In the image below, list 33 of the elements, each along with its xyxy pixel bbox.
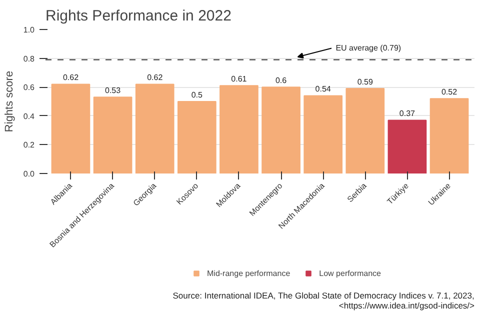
bar xyxy=(430,98,469,174)
data-label: 0.5 xyxy=(191,90,204,100)
bar xyxy=(262,86,300,174)
y-tick-label: 0.8 xyxy=(23,54,36,64)
source-note: Source: International IDEA, The Global State of Democracy Indices v. 7.1, 2023, xyxy=(172,290,474,300)
data-label: 0.53 xyxy=(105,86,122,96)
chart-title: Rights Performance in 2022 xyxy=(46,8,232,24)
data-label: 0.54 xyxy=(315,84,332,94)
y-tick-label: 0.6 xyxy=(23,83,36,92)
data-label: 0.6 xyxy=(275,76,288,86)
bar xyxy=(220,85,258,174)
bar xyxy=(51,84,90,174)
data-label: 0.62 xyxy=(147,73,164,82)
data-label: 0.61 xyxy=(231,74,248,84)
text: <https://www.idea.int/gsod-indices/> xyxy=(338,300,475,310)
bar xyxy=(304,95,343,174)
data-label: 0.52 xyxy=(441,88,458,97)
data-label: 0.59 xyxy=(357,78,374,87)
y-tick-label: 0.0 xyxy=(23,170,36,178)
legend-label: Low performance xyxy=(319,268,381,278)
bar xyxy=(388,120,427,174)
bar xyxy=(93,96,132,174)
bar xyxy=(135,84,174,174)
data-label: 0.62 xyxy=(62,73,80,82)
ref-line-label: EU average (0.79) xyxy=(336,44,402,53)
data-label: 0.37 xyxy=(399,109,416,118)
bar xyxy=(346,88,385,174)
y-tick-label: 0.4 xyxy=(23,112,36,121)
bar xyxy=(177,101,216,174)
y-tick-label: 0.2 xyxy=(23,140,36,150)
y-axis-title: Rights score xyxy=(3,70,16,132)
y-tick-label: 1.0 xyxy=(23,26,36,34)
legend-label: Mid-range performance xyxy=(207,268,290,278)
